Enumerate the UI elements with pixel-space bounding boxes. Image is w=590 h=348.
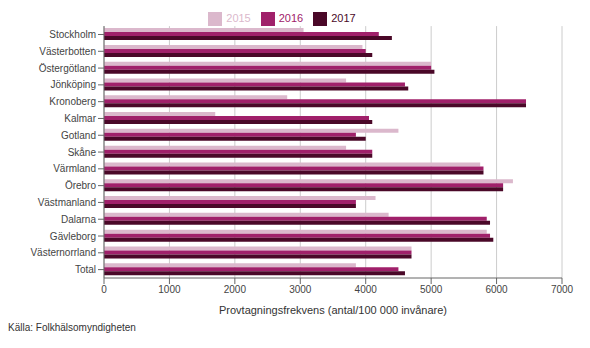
- svg-text:7000: 7000: [551, 284, 574, 295]
- html-text:2017: 2017: [331, 12, 356, 24]
- svg-text:Kronoberg: Kronoberg: [49, 96, 96, 107]
- svg-text:Stockholm: Stockholm: [49, 29, 96, 40]
- svg-text:1000: 1000: [158, 284, 181, 295]
- svg-text:6000: 6000: [485, 284, 508, 295]
- svg-text:Västmanland: Västmanland: [38, 197, 96, 208]
- svg-text:Jönköping: Jönköping: [50, 79, 96, 90]
- svg-text:Värmland: Värmland: [53, 163, 96, 174]
- svg-text:5000: 5000: [420, 284, 443, 295]
- svg-text:0: 0: [101, 284, 107, 295]
- svg-text:3000: 3000: [289, 284, 312, 295]
- svg-text:Kalmar: Kalmar: [64, 113, 96, 124]
- svg-text:Dalarna: Dalarna: [61, 214, 96, 225]
- svg-text:Östergötland: Östergötland: [39, 63, 96, 74]
- html-text:Källa: Folkhälsomyndigheten: Källa: Folkhälsomyndigheten: [8, 322, 136, 333]
- svg-text:4000: 4000: [355, 284, 378, 295]
- svg-text:Provtagningsfrekvens (antal/10: Provtagningsfrekvens (antal/100 000 invå…: [219, 304, 447, 316]
- svg-text:Gotland: Gotland: [61, 130, 96, 141]
- svg-text:Skåne: Skåne: [68, 147, 97, 158]
- svg-text:Örebro: Örebro: [65, 180, 97, 191]
- html-text:2015: 2015: [226, 12, 251, 24]
- svg-text:Gävleborg: Gävleborg: [50, 231, 96, 242]
- html-text:2016: 2016: [278, 12, 304, 24]
- svg-text:Västernorrland: Västernorrland: [30, 247, 96, 258]
- svg-text:Västerbotten: Västerbotten: [39, 46, 96, 57]
- svg-text:Total: Total: [75, 264, 96, 275]
- svg-text:2000: 2000: [224, 284, 247, 295]
